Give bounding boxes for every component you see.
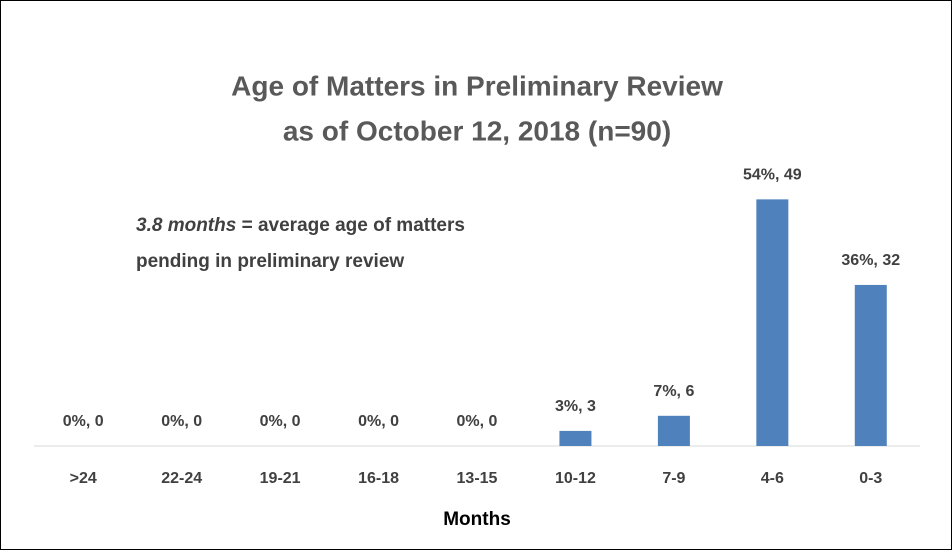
value-label: 0%, 0	[161, 413, 202, 430]
x-tick-label: 10-12	[555, 470, 596, 487]
bar	[559, 430, 592, 446]
bar	[657, 415, 690, 446]
x-tick-label: 16-18	[358, 470, 399, 487]
value-label: 54%, 49	[743, 167, 802, 184]
annotation-text: pending in preliminary review	[136, 251, 404, 272]
chart-title: as of October 12, 2018 (n=90)	[283, 115, 671, 146]
value-label: 0%, 0	[260, 413, 301, 430]
annotation-emphasis: 3.8 months	[136, 215, 236, 236]
x-tick-label: 7-9	[662, 470, 685, 487]
annotation: 3.8 months = average age of matters	[136, 215, 465, 236]
x-axis-label: Months	[443, 509, 511, 530]
value-label: 3%, 3	[555, 398, 596, 415]
value-label: 7%, 6	[653, 383, 694, 400]
x-tick-label: 19-21	[260, 470, 301, 487]
x-tick-label: >24	[70, 470, 97, 487]
value-label: 0%, 0	[358, 413, 399, 430]
value-label: 0%, 0	[63, 413, 104, 430]
x-tick-label: 0-3	[859, 470, 882, 487]
annotation-text: = average age of matters	[242, 215, 465, 236]
x-tick-label: 13-15	[457, 470, 498, 487]
x-tick-label: 22-24	[161, 470, 202, 487]
x-tick-label: 4-6	[761, 470, 784, 487]
bar	[756, 199, 789, 446]
value-label: 36%, 32	[841, 252, 900, 269]
value-label: 0%, 0	[457, 413, 498, 430]
bar	[854, 284, 887, 446]
chart-title: Age of Matters in Preliminary Review	[231, 70, 723, 101]
